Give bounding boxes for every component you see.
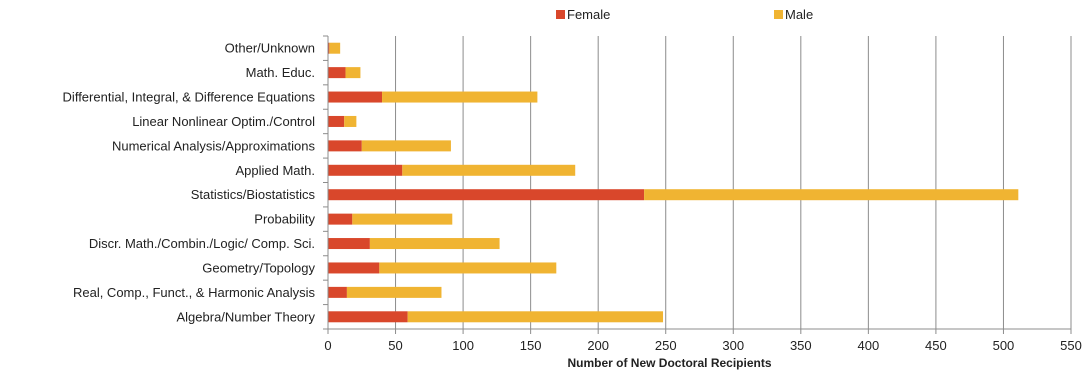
x-tick-label-0: 0 bbox=[324, 338, 331, 353]
category-label: Other/Unknown bbox=[225, 41, 315, 56]
x-tick-label-50: 50 bbox=[388, 338, 402, 353]
axes: 0 50 100 150 200 250 300 350 400 450 500 550 Other/U… bbox=[63, 35, 1082, 353]
category-label: Probability bbox=[254, 212, 315, 227]
bar-male-10 bbox=[346, 286, 442, 298]
x-tick-label-400: 400 bbox=[858, 338, 880, 353]
category-label: Differential, Integral, & Difference Equ… bbox=[63, 90, 316, 105]
legend-swatch-male bbox=[774, 10, 783, 19]
bar-female-4 bbox=[328, 140, 362, 152]
legend-swatch-female bbox=[556, 10, 565, 19]
bar-male-3 bbox=[344, 115, 357, 127]
category-label: Numerical Analysis/Approximations bbox=[112, 138, 316, 153]
category-label: Math. Educ. bbox=[246, 65, 315, 80]
category-label: Linear Nonlinear Optim./Control bbox=[132, 114, 315, 129]
bar-male-2 bbox=[382, 91, 538, 103]
category-label: Discr. Math./Combin./Logic/ Comp. Sci. bbox=[89, 236, 315, 251]
bar-female-6 bbox=[328, 189, 645, 201]
bar-female-0 bbox=[328, 42, 330, 54]
gridlines bbox=[395, 36, 1072, 329]
category-label: Applied Math. bbox=[236, 163, 316, 178]
bar-male-1 bbox=[345, 67, 361, 79]
bar-male-7 bbox=[352, 213, 453, 225]
x-tick-label-300: 300 bbox=[722, 338, 744, 353]
x-tick-label-350: 350 bbox=[790, 338, 812, 353]
category-label: Real, Comp., Funct., & Harmonic Analysis bbox=[73, 285, 316, 300]
bar-female-11 bbox=[328, 311, 408, 323]
bar-female-8 bbox=[328, 238, 370, 250]
bars bbox=[328, 42, 1019, 323]
category-label: Algebra/Number Theory bbox=[177, 309, 316, 324]
bar-female-5 bbox=[328, 164, 403, 176]
bar-female-1 bbox=[328, 67, 346, 79]
legend-label-female: Female bbox=[567, 7, 610, 22]
legend: Female Male bbox=[556, 7, 813, 22]
category-label: Statistics/Biostatistics bbox=[191, 187, 316, 202]
x-tick-label-500: 500 bbox=[993, 338, 1015, 353]
x-tick-label-450: 450 bbox=[925, 338, 947, 353]
bar-male-8 bbox=[369, 238, 500, 250]
bar-female-2 bbox=[328, 91, 383, 103]
bar-female-10 bbox=[328, 286, 347, 298]
bar-male-5 bbox=[402, 164, 576, 176]
x-tick-label-250: 250 bbox=[655, 338, 677, 353]
category-label: Geometry/Topology bbox=[202, 260, 315, 275]
bar-male-9 bbox=[379, 262, 557, 274]
x-tick-label-200: 200 bbox=[587, 338, 609, 353]
legend-label-male: Male bbox=[785, 7, 813, 22]
bar-female-3 bbox=[328, 115, 345, 127]
bar-male-4 bbox=[361, 140, 451, 152]
bar-male-0 bbox=[329, 42, 341, 54]
bar-male-11 bbox=[407, 311, 664, 323]
x-tick-label-150: 150 bbox=[520, 338, 542, 353]
x-tick-label-550: 550 bbox=[1060, 338, 1082, 353]
bar-female-7 bbox=[328, 213, 353, 225]
bar-male-6 bbox=[644, 189, 1019, 201]
x-tick-label-100: 100 bbox=[452, 338, 474, 353]
x-axis-title: Number of New Doctoral Recipients bbox=[567, 356, 771, 370]
bar-female-9 bbox=[328, 262, 380, 274]
